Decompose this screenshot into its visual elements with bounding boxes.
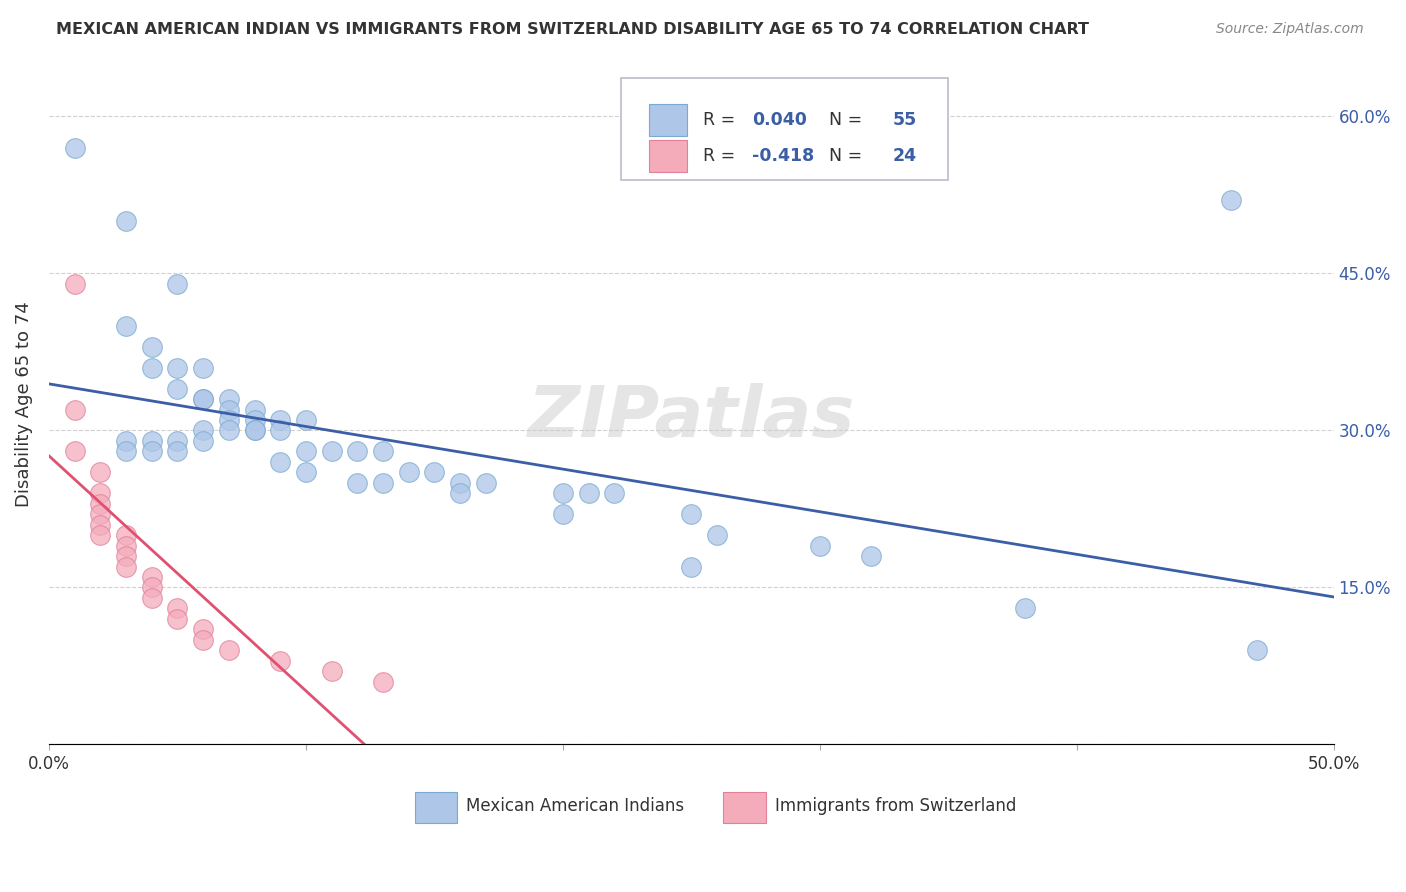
Point bbox=[371, 674, 394, 689]
Point bbox=[1246, 643, 1268, 657]
Point bbox=[191, 632, 214, 647]
Point bbox=[115, 559, 138, 574]
Point bbox=[141, 434, 163, 448]
Text: Mexican American Indians: Mexican American Indians bbox=[467, 797, 685, 814]
Point bbox=[63, 402, 86, 417]
Point bbox=[141, 591, 163, 605]
Text: Immigrants from Switzerland: Immigrants from Switzerland bbox=[775, 797, 1017, 814]
Point bbox=[166, 612, 188, 626]
Point bbox=[115, 549, 138, 563]
Point bbox=[218, 413, 240, 427]
Point bbox=[321, 444, 343, 458]
Point bbox=[269, 455, 291, 469]
Point bbox=[218, 424, 240, 438]
Text: 0.040: 0.040 bbox=[752, 111, 807, 128]
Point bbox=[115, 214, 138, 228]
Point bbox=[398, 466, 420, 480]
Point bbox=[166, 434, 188, 448]
Point bbox=[551, 507, 574, 521]
Point bbox=[166, 360, 188, 375]
Point bbox=[449, 486, 471, 500]
Text: 55: 55 bbox=[893, 111, 917, 128]
Point bbox=[681, 559, 703, 574]
FancyBboxPatch shape bbox=[650, 103, 688, 136]
Point bbox=[141, 360, 163, 375]
Y-axis label: Disability Age 65 to 74: Disability Age 65 to 74 bbox=[15, 301, 32, 508]
Point bbox=[243, 402, 266, 417]
Text: -0.418: -0.418 bbox=[752, 147, 814, 165]
Point bbox=[115, 444, 138, 458]
FancyBboxPatch shape bbox=[620, 78, 948, 179]
Text: ZIPatlas: ZIPatlas bbox=[527, 384, 855, 452]
Point bbox=[115, 434, 138, 448]
Text: N =: N = bbox=[818, 147, 869, 165]
Point bbox=[551, 486, 574, 500]
Point bbox=[346, 444, 368, 458]
Point bbox=[141, 444, 163, 458]
Point bbox=[269, 413, 291, 427]
Point bbox=[89, 528, 111, 542]
Point bbox=[295, 444, 318, 458]
Point bbox=[191, 424, 214, 438]
Point bbox=[218, 402, 240, 417]
Point bbox=[269, 654, 291, 668]
Point bbox=[603, 486, 626, 500]
Point bbox=[89, 486, 111, 500]
Point bbox=[243, 424, 266, 438]
Point bbox=[191, 434, 214, 448]
Point bbox=[371, 444, 394, 458]
Point bbox=[166, 382, 188, 396]
FancyBboxPatch shape bbox=[650, 139, 688, 172]
Point bbox=[706, 528, 728, 542]
FancyBboxPatch shape bbox=[415, 792, 457, 822]
Point bbox=[578, 486, 600, 500]
Point bbox=[89, 507, 111, 521]
Point bbox=[191, 392, 214, 406]
Point bbox=[115, 528, 138, 542]
Point bbox=[269, 424, 291, 438]
Point bbox=[346, 475, 368, 490]
Point bbox=[371, 475, 394, 490]
Point bbox=[141, 570, 163, 584]
Point bbox=[191, 360, 214, 375]
Point bbox=[423, 466, 446, 480]
Point bbox=[191, 392, 214, 406]
Point bbox=[295, 413, 318, 427]
Point bbox=[115, 318, 138, 333]
Point bbox=[115, 539, 138, 553]
Point bbox=[808, 539, 831, 553]
FancyBboxPatch shape bbox=[724, 792, 766, 822]
Point bbox=[243, 413, 266, 427]
Point bbox=[89, 466, 111, 480]
Point bbox=[295, 466, 318, 480]
Point bbox=[321, 664, 343, 678]
Point bbox=[141, 340, 163, 354]
Text: R =: R = bbox=[703, 111, 741, 128]
Point bbox=[474, 475, 496, 490]
Point bbox=[89, 497, 111, 511]
Point bbox=[860, 549, 883, 563]
Point bbox=[1014, 601, 1036, 615]
Point bbox=[166, 601, 188, 615]
Point bbox=[89, 517, 111, 532]
Point bbox=[166, 444, 188, 458]
Point bbox=[449, 475, 471, 490]
Point bbox=[218, 643, 240, 657]
Point bbox=[1219, 193, 1241, 207]
Text: 24: 24 bbox=[893, 147, 917, 165]
Point bbox=[243, 424, 266, 438]
Point bbox=[218, 392, 240, 406]
Text: N =: N = bbox=[818, 111, 869, 128]
Text: MEXICAN AMERICAN INDIAN VS IMMIGRANTS FROM SWITZERLAND DISABILITY AGE 65 TO 74 C: MEXICAN AMERICAN INDIAN VS IMMIGRANTS FR… bbox=[56, 22, 1090, 37]
Point bbox=[63, 277, 86, 291]
Point bbox=[63, 141, 86, 155]
Text: Source: ZipAtlas.com: Source: ZipAtlas.com bbox=[1216, 22, 1364, 37]
Point bbox=[141, 581, 163, 595]
Point bbox=[63, 444, 86, 458]
Point bbox=[191, 623, 214, 637]
Point bbox=[681, 507, 703, 521]
Point bbox=[166, 277, 188, 291]
Text: R =: R = bbox=[703, 147, 741, 165]
